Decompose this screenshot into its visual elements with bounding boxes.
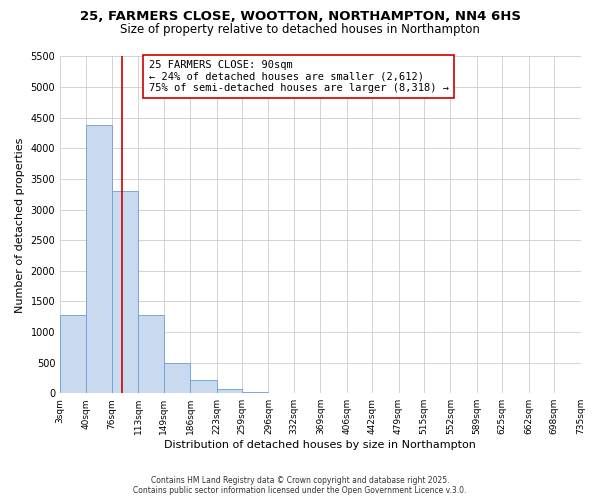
Bar <box>190 380 217 393</box>
Bar <box>112 191 139 393</box>
Text: Contains HM Land Registry data © Crown copyright and database right 2025.
Contai: Contains HM Land Registry data © Crown c… <box>133 476 467 495</box>
Bar <box>60 316 86 393</box>
Bar <box>139 315 164 393</box>
Bar <box>164 362 190 393</box>
Bar <box>217 388 242 393</box>
Y-axis label: Number of detached properties: Number of detached properties <box>15 137 25 312</box>
Text: 25 FARMERS CLOSE: 90sqm
← 24% of detached houses are smaller (2,612)
75% of semi: 25 FARMERS CLOSE: 90sqm ← 24% of detache… <box>149 60 449 93</box>
Bar <box>242 392 268 393</box>
Text: Size of property relative to detached houses in Northampton: Size of property relative to detached ho… <box>120 22 480 36</box>
X-axis label: Distribution of detached houses by size in Northampton: Distribution of detached houses by size … <box>164 440 476 450</box>
Bar <box>86 125 112 393</box>
Text: 25, FARMERS CLOSE, WOOTTON, NORTHAMPTON, NN4 6HS: 25, FARMERS CLOSE, WOOTTON, NORTHAMPTON,… <box>79 10 521 23</box>
